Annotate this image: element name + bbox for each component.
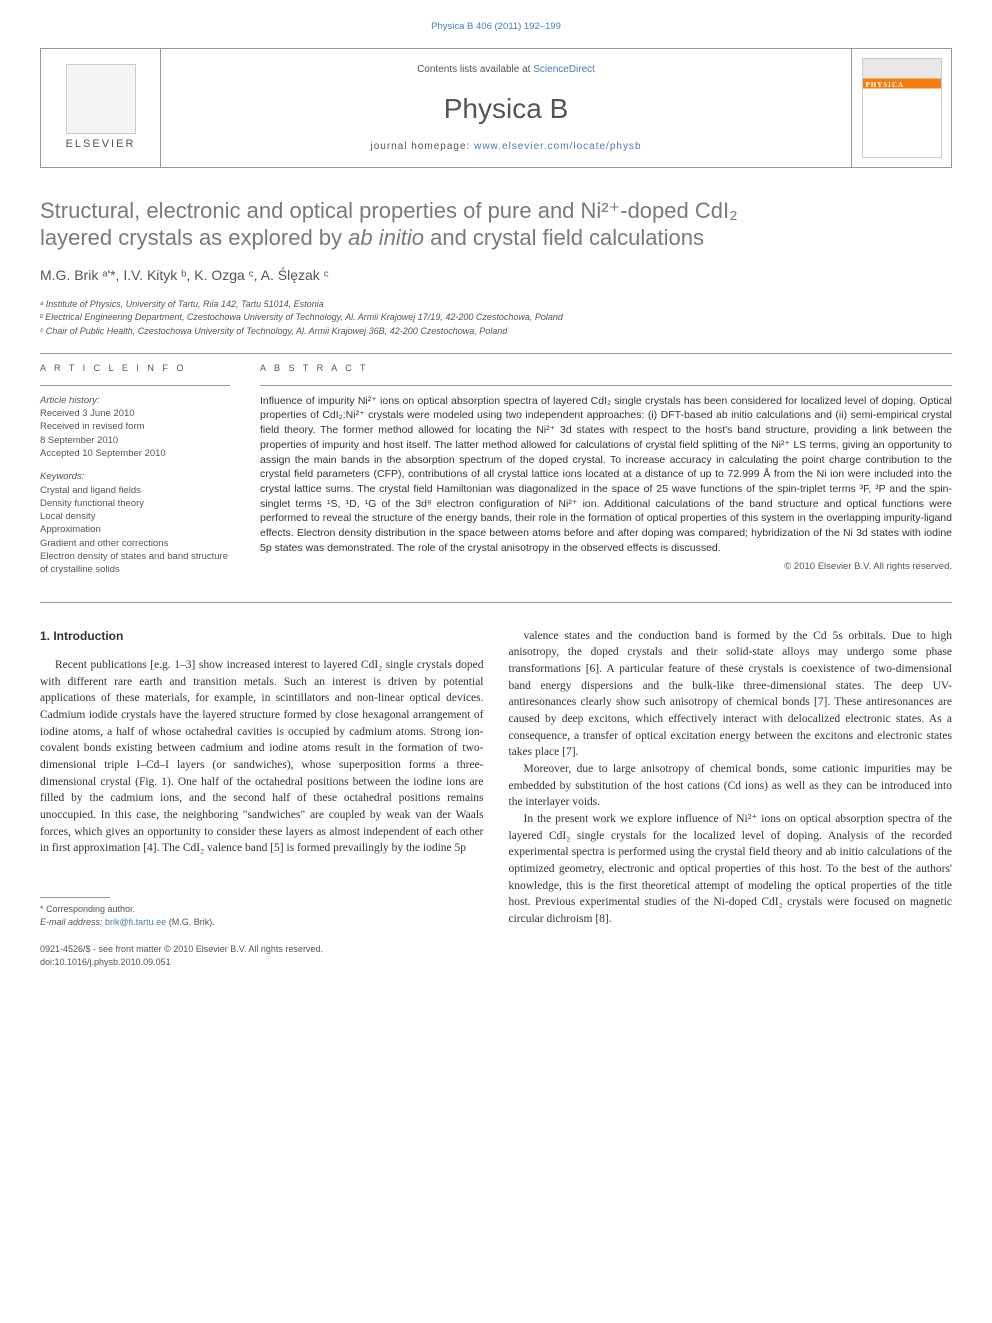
doi-line: doi:10.1016/j.physb.2010.09.051 <box>40 956 484 969</box>
keyword: Gradient and other corrections <box>40 537 230 550</box>
article-info-header: A R T I C L E I N F O <box>40 362 230 375</box>
affiliation-a: ᵃ Institute of Physics, University of Ta… <box>40 298 952 312</box>
abstract-text: Influence of impurity Ni²⁺ ions on optic… <box>260 394 952 556</box>
keywords-block: Keywords: Crystal and ligand fields Dens… <box>40 470 230 576</box>
authors: M.G. Brik ᵃ'*, I.V. Kityk ᵇ, K. Ozga ᶜ, … <box>40 266 952 286</box>
footnote-block: * Corresponding author. E-mail address: … <box>40 903 484 928</box>
title-line-1: Structural, electronic and optical prope… <box>40 198 738 223</box>
article-info-sidebar: A R T I C L E I N F O Article history: R… <box>40 362 230 586</box>
header-center: Contents lists available at ScienceDirec… <box>161 49 851 167</box>
affiliation-b: ᵇ Electrical Engineering Department, Cze… <box>40 311 952 325</box>
email-link[interactable]: brik@fi.tartu.ee <box>105 917 166 927</box>
intro-heading: 1. Introduction <box>40 628 484 645</box>
journal-header: ELSEVIER Contents lists available at Sci… <box>40 48 952 168</box>
info-abstract-row: A R T I C L E I N F O Article history: R… <box>40 362 952 586</box>
intro-para-1: Recent publications [e.g. 1–3] show incr… <box>40 657 484 857</box>
abstract-copyright: © 2010 Elsevier B.V. All rights reserved… <box>260 560 952 573</box>
divider <box>40 353 952 354</box>
article-history: Article history: Received 3 June 2010 Re… <box>40 394 230 460</box>
intro-para-3: Moreover, due to large anisotropy of che… <box>509 761 953 811</box>
affiliations: ᵃ Institute of Physics, University of Ta… <box>40 298 952 339</box>
article-title: Structural, electronic and optical prope… <box>40 198 952 251</box>
publisher-name: ELSEVIER <box>66 137 136 152</box>
accepted-date: Accepted 10 September 2010 <box>40 447 230 460</box>
email-line: E-mail address: brik@fi.tartu.ee (M.G. B… <box>40 916 484 929</box>
elsevier-logo: ELSEVIER <box>41 49 161 167</box>
corresponding-author: * Corresponding author. <box>40 903 484 916</box>
revised-label: Received in revised form <box>40 420 230 433</box>
homepage-link[interactable]: www.elsevier.com/locate/physb <box>474 141 641 152</box>
homepage-line: journal homepage: www.elsevier.com/locat… <box>370 140 641 154</box>
footnote-separator <box>40 897 110 898</box>
abstract-header: A B S T R A C T <box>260 362 952 375</box>
intro-para-2: valence states and the conduction band i… <box>509 628 953 761</box>
keywords-label: Keywords: <box>40 470 230 483</box>
keyword: Local density <box>40 510 230 523</box>
revised-date: 8 September 2010 <box>40 434 230 447</box>
received-date: Received 3 June 2010 <box>40 407 230 420</box>
contents-line: Contents lists available at ScienceDirec… <box>417 63 595 77</box>
cover-physica-label: PHYSICA <box>866 81 905 91</box>
keyword: Electron density of states and band stru… <box>40 550 230 577</box>
body-columns: 1. Introduction Recent publications [e.g… <box>40 628 952 969</box>
keyword: Approximation <box>40 523 230 536</box>
keyword: Crystal and ligand fields <box>40 484 230 497</box>
journal-title: Physica B <box>444 89 569 128</box>
citation-header: Physica B 406 (2011) 192–199 <box>40 20 952 33</box>
issn-line: 0921-4526/$ - see front matter © 2010 El… <box>40 943 484 956</box>
title-italic: ab initio <box>348 225 424 250</box>
title-line-2b: and crystal field calculations <box>424 225 704 250</box>
doi-block: 0921-4526/$ - see front matter © 2010 El… <box>40 943 484 968</box>
title-line-2a: layered crystals as explored by <box>40 225 348 250</box>
elsevier-tree-icon <box>66 64 136 134</box>
affiliation-c: ᶜ Chair of Public Health, Czestochowa Un… <box>40 325 952 339</box>
sciencedirect-link[interactable]: ScienceDirect <box>533 64 595 75</box>
abstract-section: A B S T R A C T Influence of impurity Ni… <box>260 362 952 586</box>
divider <box>260 385 952 386</box>
cover-image: PHYSICA <box>862 58 942 158</box>
email-author: (M.G. Brik). <box>166 917 215 927</box>
divider <box>40 602 952 603</box>
divider <box>40 385 230 386</box>
left-column: 1. Introduction Recent publications [e.g… <box>40 628 484 969</box>
homepage-label: journal homepage: <box>370 141 474 152</box>
contents-text: Contents lists available at <box>417 64 533 75</box>
right-column: valence states and the conduction band i… <box>509 628 953 969</box>
history-label: Article history: <box>40 394 230 407</box>
cover-thumbnail: PHYSICA <box>851 49 951 167</box>
email-label: E-mail address: <box>40 917 105 927</box>
keyword: Density functional theory <box>40 497 230 510</box>
intro-para-4: In the present work we explore influence… <box>509 811 953 928</box>
